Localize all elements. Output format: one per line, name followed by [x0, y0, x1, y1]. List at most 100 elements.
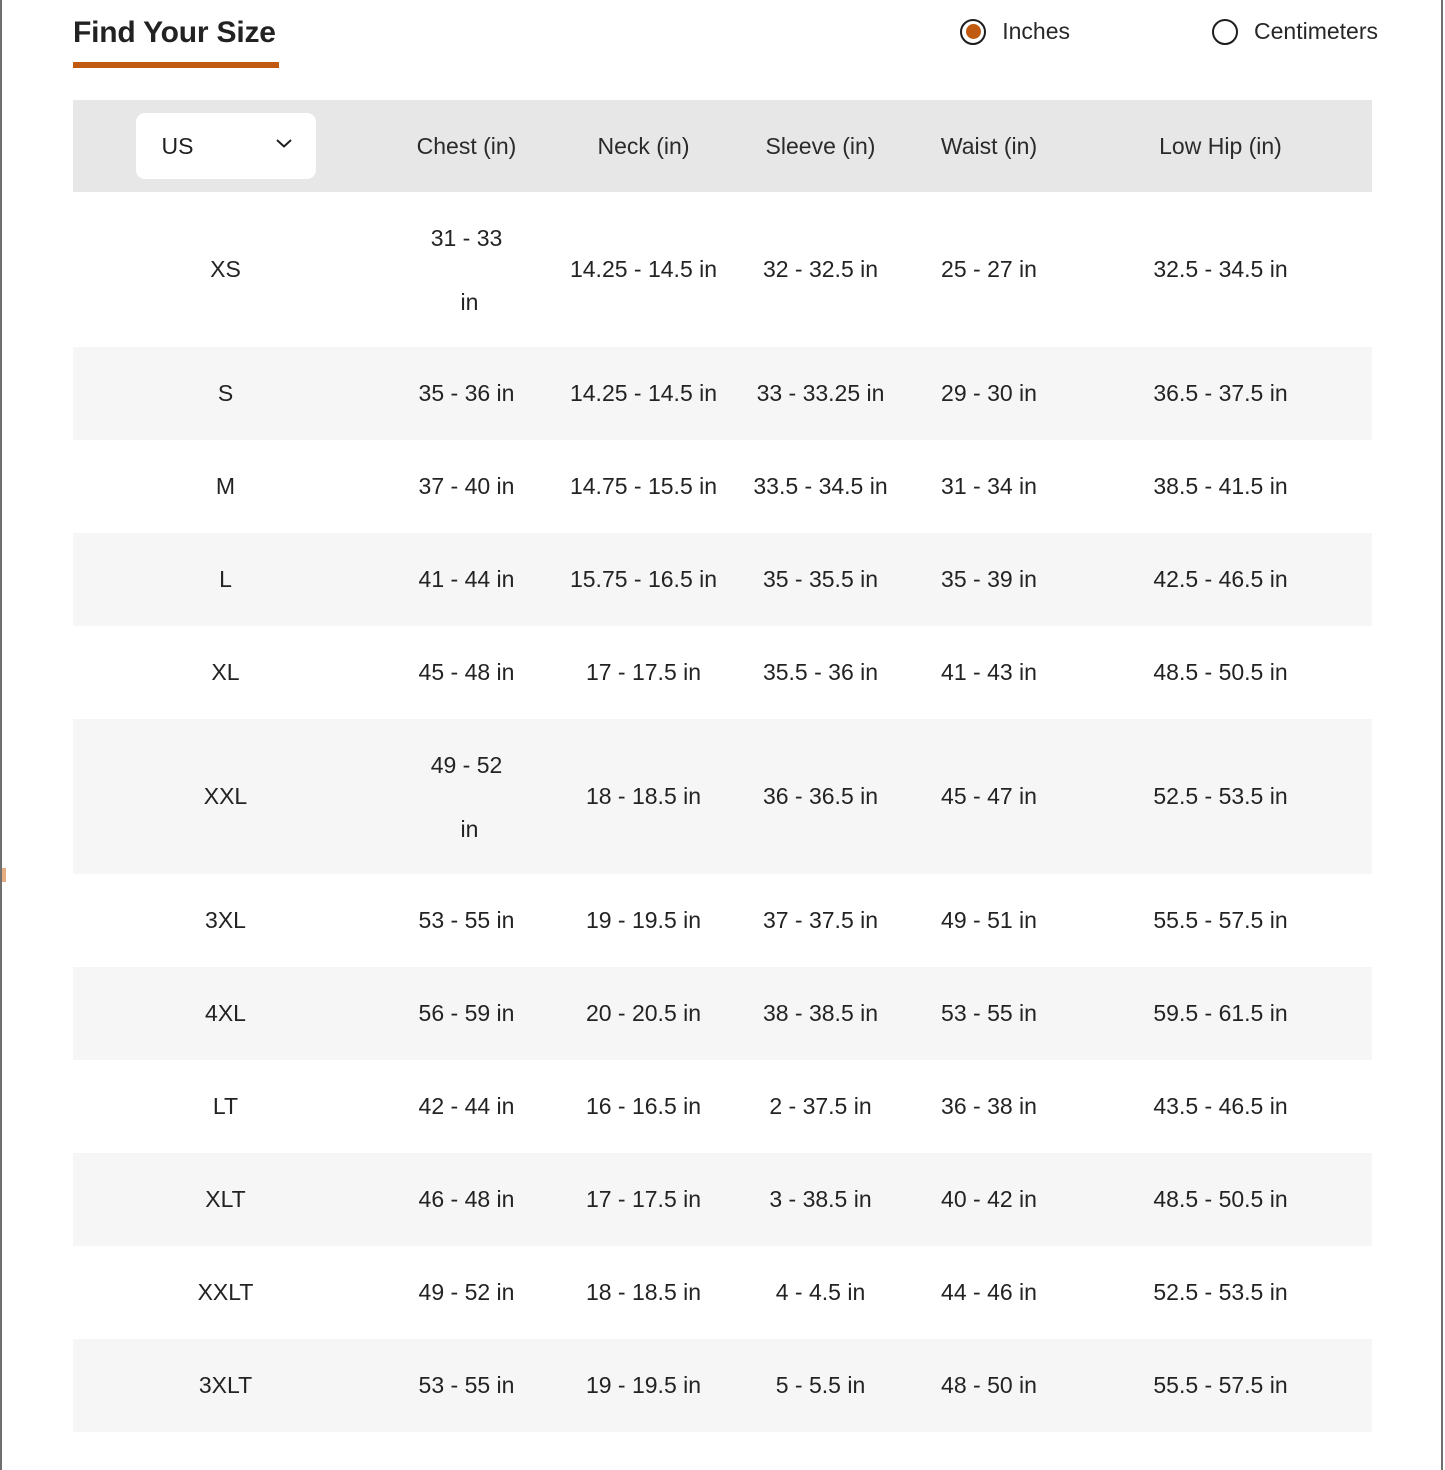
cell-size: L	[219, 566, 232, 592]
cell-low-hip: 36.5 - 37.5 in	[1153, 380, 1288, 406]
chevron-down-icon[interactable]	[272, 131, 296, 161]
cell-sleeve: 4 - 4.5 in	[775, 1279, 866, 1305]
cell-neck: 18 - 18.5 in	[585, 1279, 702, 1305]
size-system-value: US	[161, 132, 194, 159]
cell-waist: 41 - 43 in	[941, 659, 1037, 685]
cell-low-hip: 42.5 - 46.5 in	[1153, 566, 1288, 592]
radio-selected-icon[interactable]	[960, 18, 987, 45]
size-system-header-cell: US	[73, 100, 378, 192]
cell-waist: 44 - 46 in	[941, 1279, 1037, 1305]
cell-low-hip: 43.5 - 46.5 in	[1153, 1093, 1288, 1119]
cell-neck: 17 - 17.5 in	[585, 1186, 702, 1212]
cell-chest-unit: in	[460, 288, 479, 315]
cell-sleeve: 32 - 32.5 in	[762, 256, 879, 282]
cell-neck: 19 - 19.5 in	[585, 907, 702, 933]
unit-option-centimeters-label: Centimeters	[1254, 18, 1378, 44]
cell-chest-unit: in	[460, 815, 479, 842]
cell-low-hip: 59.5 - 61.5 in	[1153, 1000, 1288, 1026]
cell-neck: 18 - 18.5 in	[585, 783, 702, 809]
cell-low-hip: 48.5 - 50.5 in	[1153, 659, 1288, 685]
cell-sleeve: 37 - 37.5 in	[762, 907, 879, 933]
table-row: M 37 - 40 in 14.75 - 15.5 in 33.5 - 34.5 in…	[73, 440, 1372, 533]
size-system-dropdown[interactable]: US	[135, 113, 316, 179]
cell-low-hip: 52.5 - 53.5 in	[1153, 783, 1288, 809]
cell-neck: 20 - 20.5 in	[585, 1000, 702, 1026]
cell-sleeve: 38 - 38.5 in	[762, 1000, 879, 1026]
title-underline	[73, 62, 279, 68]
column-header-low-hip: Low Hip (in)	[1159, 132, 1282, 159]
cell-chest: 53 - 55 in	[418, 907, 515, 933]
cell-chest-value: 49 - 52	[430, 751, 503, 778]
size-chart-table: US Chest (in) Neck (in) Sleeve (in) Wais…	[73, 100, 1372, 1432]
cell-waist: 48 - 50 in	[941, 1372, 1037, 1398]
cell-waist: 49 - 51 in	[941, 907, 1037, 933]
cell-neck: 14.25 - 14.5 in	[569, 256, 718, 282]
table-row: XLT 46 - 48 in 17 - 17.5 in 3 - 38.5 in 40 -…	[73, 1153, 1372, 1246]
table-row: S 35 - 36 in 14.25 - 14.5 in 33 - 33.25 in 2…	[73, 347, 1372, 440]
radio-unselected-icon[interactable]	[1212, 18, 1239, 45]
table-row: 3XL 53 - 55 in 19 - 19.5 in 37 - 37.5 in 49 …	[73, 874, 1372, 967]
size-guide-header: Find Your Size Inches Centimeters	[73, 0, 1378, 100]
cell-neck: 16 - 16.5 in	[585, 1093, 702, 1119]
cell-waist: 45 - 47 in	[941, 783, 1037, 809]
cell-low-hip: 55.5 - 57.5 in	[1153, 907, 1288, 933]
unit-option-inches[interactable]: Inches	[960, 18, 1070, 45]
size-guide-panel: Find Your Size Inches Centimeters	[73, 0, 1378, 1432]
cell-sleeve: 33 - 33.25 in	[756, 380, 885, 406]
cell-chest-wrapped: 49 - 52 in	[378, 733, 555, 861]
cell-waist: 29 - 30 in	[941, 380, 1037, 406]
cell-chest: 37 - 40 in	[418, 473, 515, 499]
cell-waist: 31 - 34 in	[941, 473, 1037, 499]
unit-toggle-group[interactable]: Inches Centimeters	[960, 18, 1378, 45]
cell-size: XXLT	[197, 1279, 254, 1305]
scroll-position-marker	[2, 868, 6, 882]
cell-low-hip: 55.5 - 57.5 in	[1153, 1372, 1288, 1398]
cell-sleeve: 2 - 37.5 in	[769, 1093, 872, 1119]
cell-chest: 41 - 44 in	[418, 566, 515, 592]
cell-chest-value: 31 - 33	[430, 224, 503, 251]
cell-waist: 53 - 55 in	[941, 1000, 1037, 1026]
cell-neck: 17 - 17.5 in	[585, 659, 702, 685]
table-header-row: US Chest (in) Neck (in) Sleeve (in) Wais…	[73, 100, 1372, 192]
cell-neck: 15.75 - 16.5 in	[569, 566, 718, 592]
cell-size: XS	[210, 256, 241, 282]
table-row: L 41 - 44 in 15.75 - 16.5 in 35 - 35.5 in 35…	[73, 533, 1372, 626]
cell-sleeve: 5 - 5.5 in	[775, 1372, 866, 1398]
cell-sleeve: 3 - 38.5 in	[769, 1186, 872, 1212]
cell-waist: 36 - 38 in	[941, 1093, 1037, 1119]
unit-option-inches-label: Inches	[1002, 18, 1071, 44]
cell-chest: 56 - 59 in	[418, 1000, 515, 1026]
column-header-chest: Chest (in)	[416, 132, 517, 159]
cell-low-hip: 52.5 - 53.5 in	[1153, 1279, 1288, 1305]
table-row: XXL 49 - 52 in 18 - 18.5 in 36 - 36.5 in 45 -…	[73, 719, 1372, 874]
cell-sleeve: 33.5 - 34.5 in	[753, 473, 888, 499]
cell-size: M	[215, 473, 236, 499]
page-right-border	[1441, 0, 1443, 1470]
page-title: Find Your Size	[73, 16, 276, 49]
page-left-border	[0, 0, 2, 1470]
cell-sleeve: 35.5 - 36 in	[762, 659, 879, 685]
table-row: XL 45 - 48 in 17 - 17.5 in 35.5 - 36 in 41 -…	[73, 626, 1372, 719]
unit-option-centimeters[interactable]: Centimeters	[1212, 18, 1378, 45]
cell-size: 3XLT	[198, 1372, 253, 1398]
cell-low-hip: 48.5 - 50.5 in	[1153, 1186, 1288, 1212]
cell-chest-wrapped: 31 - 33 in	[378, 206, 555, 334]
cell-chest: 35 - 36 in	[418, 380, 515, 406]
cell-low-hip: 32.5 - 34.5 in	[1153, 256, 1288, 282]
cell-chest: 42 - 44 in	[418, 1093, 515, 1119]
cell-neck: 14.25 - 14.5 in	[569, 380, 718, 406]
column-header-neck: Neck (in)	[597, 132, 690, 159]
cell-sleeve: 36 - 36.5 in	[762, 783, 879, 809]
cell-neck: 14.75 - 15.5 in	[569, 473, 718, 499]
cell-chest: 31 - 33 in	[378, 192, 555, 347]
cell-waist: 35 - 39 in	[941, 566, 1037, 592]
cell-size: LT	[212, 1093, 239, 1119]
table-row: LT 42 - 44 in 16 - 16.5 in 2 - 37.5 in 36 - …	[73, 1060, 1372, 1153]
table-row: XXLT 49 - 52 in 18 - 18.5 in 4 - 4.5 in 44 -…	[73, 1246, 1372, 1339]
table-row: XS 31 - 33 in 14.25 - 14.5 in 32 - 32.5 in 25…	[73, 192, 1372, 347]
cell-size: XXL	[203, 783, 248, 809]
table-row: 4XL 56 - 59 in 20 - 20.5 in 38 - 38.5 in 53 …	[73, 967, 1372, 1060]
cell-chest: 49 - 52 in	[418, 1279, 515, 1305]
cell-size: S	[217, 380, 234, 406]
cell-chest: 53 - 55 in	[418, 1372, 515, 1398]
